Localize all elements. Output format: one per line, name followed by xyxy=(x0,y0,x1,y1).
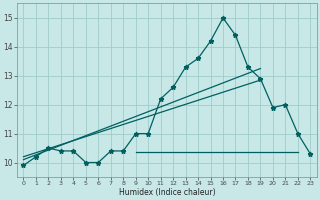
X-axis label: Humidex (Indice chaleur): Humidex (Indice chaleur) xyxy=(119,188,215,197)
